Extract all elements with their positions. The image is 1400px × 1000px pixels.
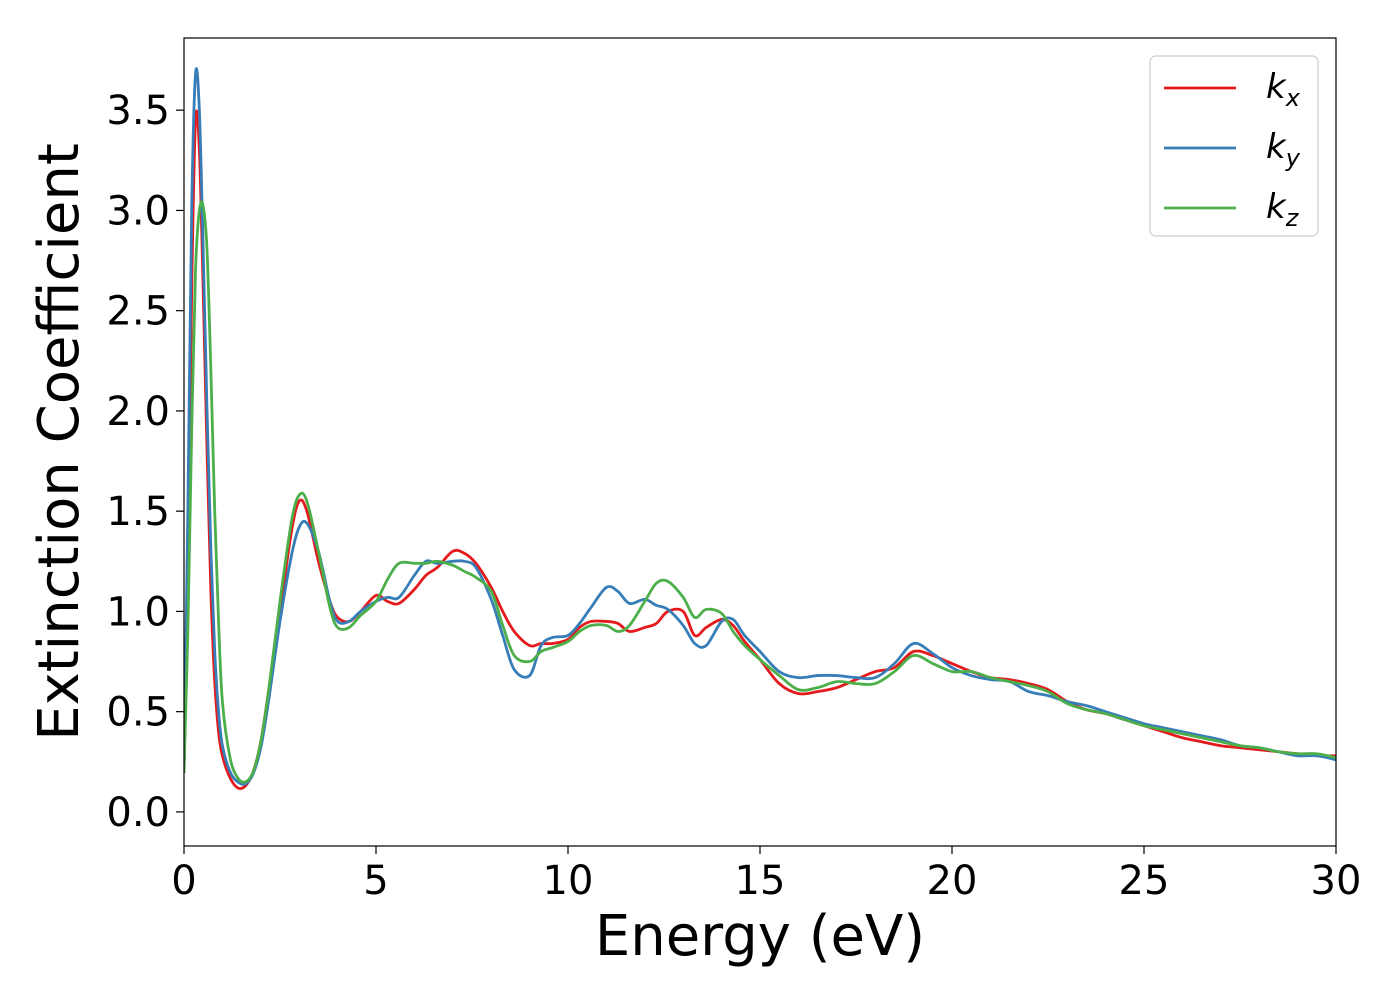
legend-label-subscript: z [1285,204,1300,232]
x-axis-label: Energy (eV) [595,904,925,969]
y-tick-label: 0.5 [106,690,170,736]
y-tick-label: 2.0 [106,389,170,435]
legend-label-k-x: kx [1266,67,1301,112]
y-tick-label: 1.5 [106,489,170,535]
x-tick-label: 30 [1311,858,1362,904]
x-tick-label: 5 [363,858,388,904]
y-axis-ticks: 0.0 0.5 1.0 1.5 2.0 2.5 3.0 3.5 [106,88,184,836]
legend-label-symbol: k [1266,127,1287,167]
x-tick-label: 25 [1119,858,1170,904]
legend-frame [1149,55,1319,237]
legend-label-subscript: x [1285,84,1301,112]
y-axis-label: Extinction Coefficient [27,143,92,741]
legend-label-symbol: k [1266,67,1287,107]
legend-label-k-z: kz [1266,187,1300,232]
series-layer [184,67,1336,790]
y-tick-label: 1.0 [106,589,170,635]
series-line-k-y [184,67,1336,786]
series-line-k-z [184,200,1336,784]
x-axis-ticks: 0 5 10 15 20 25 30 [171,846,1361,904]
y-tick-label: 3.5 [106,88,170,134]
y-tick-label: 0.0 [106,790,170,836]
legend-label-subscript: y [1285,144,1301,172]
x-tick-label: 20 [927,858,978,904]
y-tick-label: 2.5 [106,289,170,335]
x-tick-label: 0 [171,858,196,904]
x-tick-label: 10 [543,858,594,904]
x-tick-label: 15 [735,858,786,904]
series-line-k-x [184,109,1336,790]
legend-label-k-y: ky [1266,127,1301,172]
legend-label-symbol: k [1266,187,1287,227]
y-tick-label: 3.0 [106,188,170,234]
